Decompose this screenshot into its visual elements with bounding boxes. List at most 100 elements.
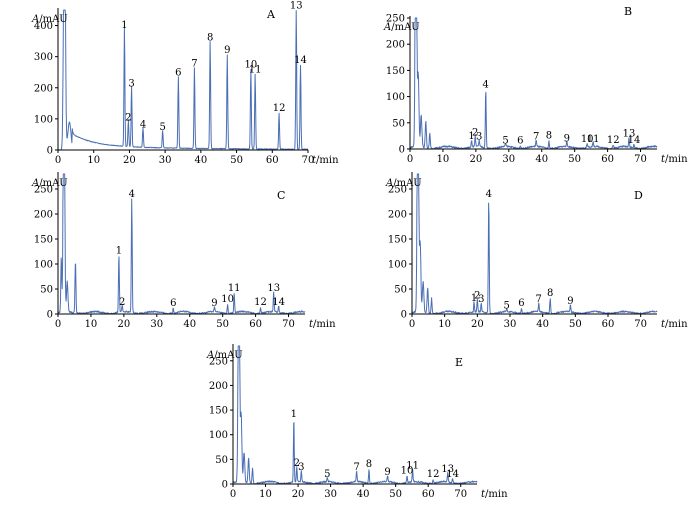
x-tick-label: 20	[123, 155, 136, 166]
x-axis-title: t/min	[481, 489, 508, 500]
x-tick-label: 10	[437, 154, 450, 165]
x-axis-title: t/min	[661, 154, 688, 165]
peak-label: 6	[518, 298, 524, 309]
y-tick-label: 150	[34, 235, 53, 246]
y-tick-label: 0	[401, 310, 407, 321]
peak-label: 2	[119, 297, 125, 308]
trace-d	[411, 173, 658, 315]
peak-label: 1	[468, 131, 474, 142]
x-tick-label: 20	[469, 154, 482, 165]
peak-label: 9	[567, 296, 573, 307]
y-axis-title: A/mAU	[31, 178, 68, 189]
y-tick-label: 50	[40, 285, 53, 296]
x-tick-label: 0	[55, 155, 61, 166]
peak-label: 11	[249, 64, 262, 75]
peak-label: 3	[298, 462, 304, 473]
trace-a	[57, 9, 309, 151]
x-tick-label: 10	[438, 319, 451, 330]
peak-label: 1	[116, 246, 122, 257]
peak-label: 9	[224, 45, 230, 56]
peak-label: 1	[121, 20, 127, 31]
peak-label: 7	[533, 132, 539, 143]
peak-label: 10	[401, 466, 414, 477]
peak-label: 11	[406, 461, 419, 472]
peak-label: 10	[221, 294, 234, 305]
peak-label: 11	[228, 283, 241, 294]
x-tick-label: 30	[150, 319, 163, 330]
x-tick-label: 40	[194, 155, 207, 166]
peak-label: 9	[564, 133, 570, 144]
peak-label: 6	[170, 298, 176, 309]
y-axis-title: A/mAU	[385, 178, 422, 189]
peak-label: 4	[140, 120, 146, 131]
x-tick-label: 30	[324, 489, 337, 500]
x-tick-label: 40	[357, 489, 370, 500]
peak-label: 3	[476, 132, 482, 143]
y-tick-label: 300	[34, 52, 53, 63]
peak-label: 4	[129, 189, 135, 200]
peak-label: 3	[478, 294, 484, 305]
x-tick-label: 30	[502, 154, 515, 165]
x-tick-label: 10	[87, 155, 100, 166]
x-tick-label: 50	[389, 489, 402, 500]
y-tick-label: 100	[34, 114, 53, 125]
trace-b	[409, 17, 658, 150]
x-tick-label: 30	[159, 155, 172, 166]
y-tick-label: 50	[394, 285, 407, 296]
x-tick-label: 0	[230, 489, 236, 500]
x-tick-label: 20	[117, 319, 130, 330]
x-tick-label: 50	[216, 319, 229, 330]
peak-label: 5	[504, 301, 510, 312]
peak-label: 8	[366, 459, 372, 470]
panel-label: C	[277, 189, 285, 202]
x-tick-label: 0	[407, 154, 413, 165]
peak-label: 8	[546, 131, 552, 142]
peak-label: 3	[128, 78, 134, 89]
trace-c	[57, 173, 306, 315]
panel-label: B	[624, 5, 632, 18]
peak-label: 12	[273, 103, 286, 114]
x-tick-label: 40	[535, 154, 548, 165]
x-tick-label: 60	[249, 319, 262, 330]
peak-label: 8	[547, 288, 553, 299]
peak-label: 13	[623, 129, 636, 140]
y-tick-label: 50	[215, 455, 228, 466]
x-tick-label: 10	[85, 319, 98, 330]
peak-label: 4	[486, 189, 492, 200]
trace-e	[232, 345, 478, 485]
y-tick-label: 200	[34, 210, 53, 221]
x-tick-label: 20	[292, 489, 305, 500]
peak-label: 13	[267, 283, 280, 294]
peak-label: 13	[290, 1, 303, 12]
y-tick-label: 250	[386, 14, 405, 25]
peak-label: 7	[536, 294, 542, 305]
peak-label: 13	[441, 464, 454, 475]
peak-label: 1	[471, 293, 477, 304]
peak-label: 8	[207, 32, 213, 43]
peak-label: 10	[581, 134, 594, 145]
y-tick-label: 0	[47, 310, 53, 321]
peak-label: 2	[472, 128, 478, 139]
y-axis-title: A/mAU	[383, 22, 420, 33]
y-tick-label: 150	[209, 406, 228, 417]
x-tick-label: 60	[601, 154, 614, 165]
peak-label: 5	[502, 135, 508, 146]
peak-label: 12	[254, 297, 267, 308]
x-tick-label: 60	[602, 319, 615, 330]
peak-label: 4	[483, 79, 489, 90]
peak-label: 11	[587, 134, 600, 145]
peak-label: 14	[294, 55, 307, 66]
peak-label: 12	[607, 135, 620, 146]
y-tick-label: 250	[209, 356, 228, 367]
y-axis-title: A/mAU	[31, 14, 68, 25]
panel-label: E	[455, 356, 463, 369]
peak-label: 14	[446, 469, 459, 480]
x-axis-title: t/min	[309, 319, 336, 330]
y-tick-label: 150	[386, 66, 405, 77]
y-tick-label: 200	[386, 40, 405, 51]
peak-label: 5	[159, 122, 165, 133]
